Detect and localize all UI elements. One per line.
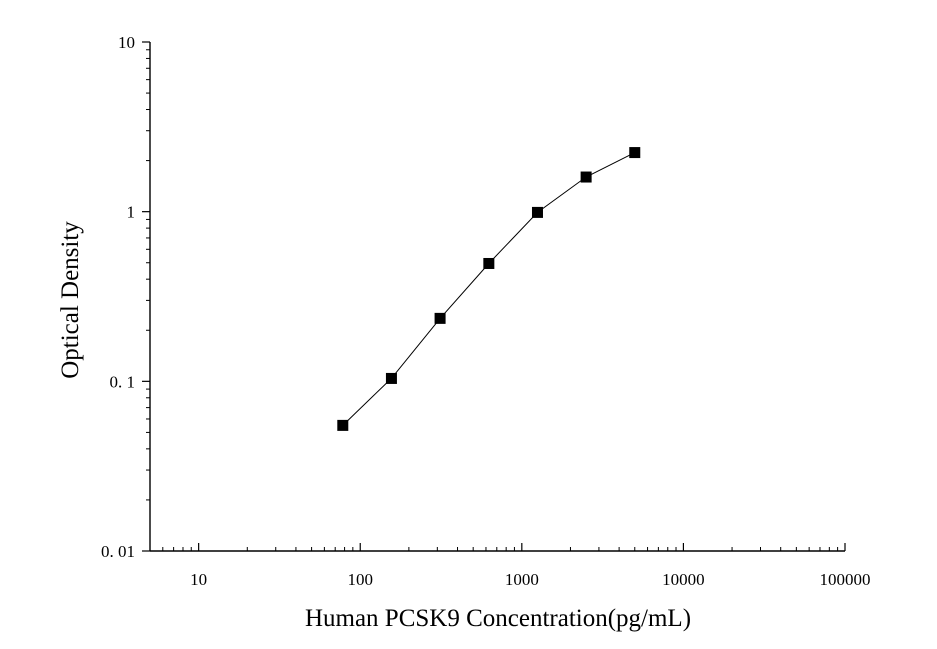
x-tick-label: 10000 [662,570,705,589]
y-axis-title: Optical Density [57,221,84,379]
data-point [337,419,349,431]
plot-area [337,147,641,431]
x-tick-label: 100000 [820,570,871,589]
y-tick-label: 0. 01 [101,542,135,561]
y-tick-label: 0. 1 [110,372,136,391]
x-tick-label: 1000 [505,570,539,589]
data-point [385,372,397,384]
data-point [483,257,495,269]
axes: 10 100 1000 10000 100000 0. 01 0. 1 1 10 [101,33,871,589]
data-point [580,171,592,183]
x-tick-label: 10 [190,570,207,589]
y-tick-label: 10 [118,33,135,52]
y-tick-label: 1 [127,203,136,222]
data-point [629,147,641,159]
series-line [342,152,636,426]
data-point [531,206,543,218]
data-point [434,312,446,324]
x-tick-label: 100 [347,570,373,589]
x-axis-title: Human PCSK9 Concentration(pg/mL) [305,605,691,632]
